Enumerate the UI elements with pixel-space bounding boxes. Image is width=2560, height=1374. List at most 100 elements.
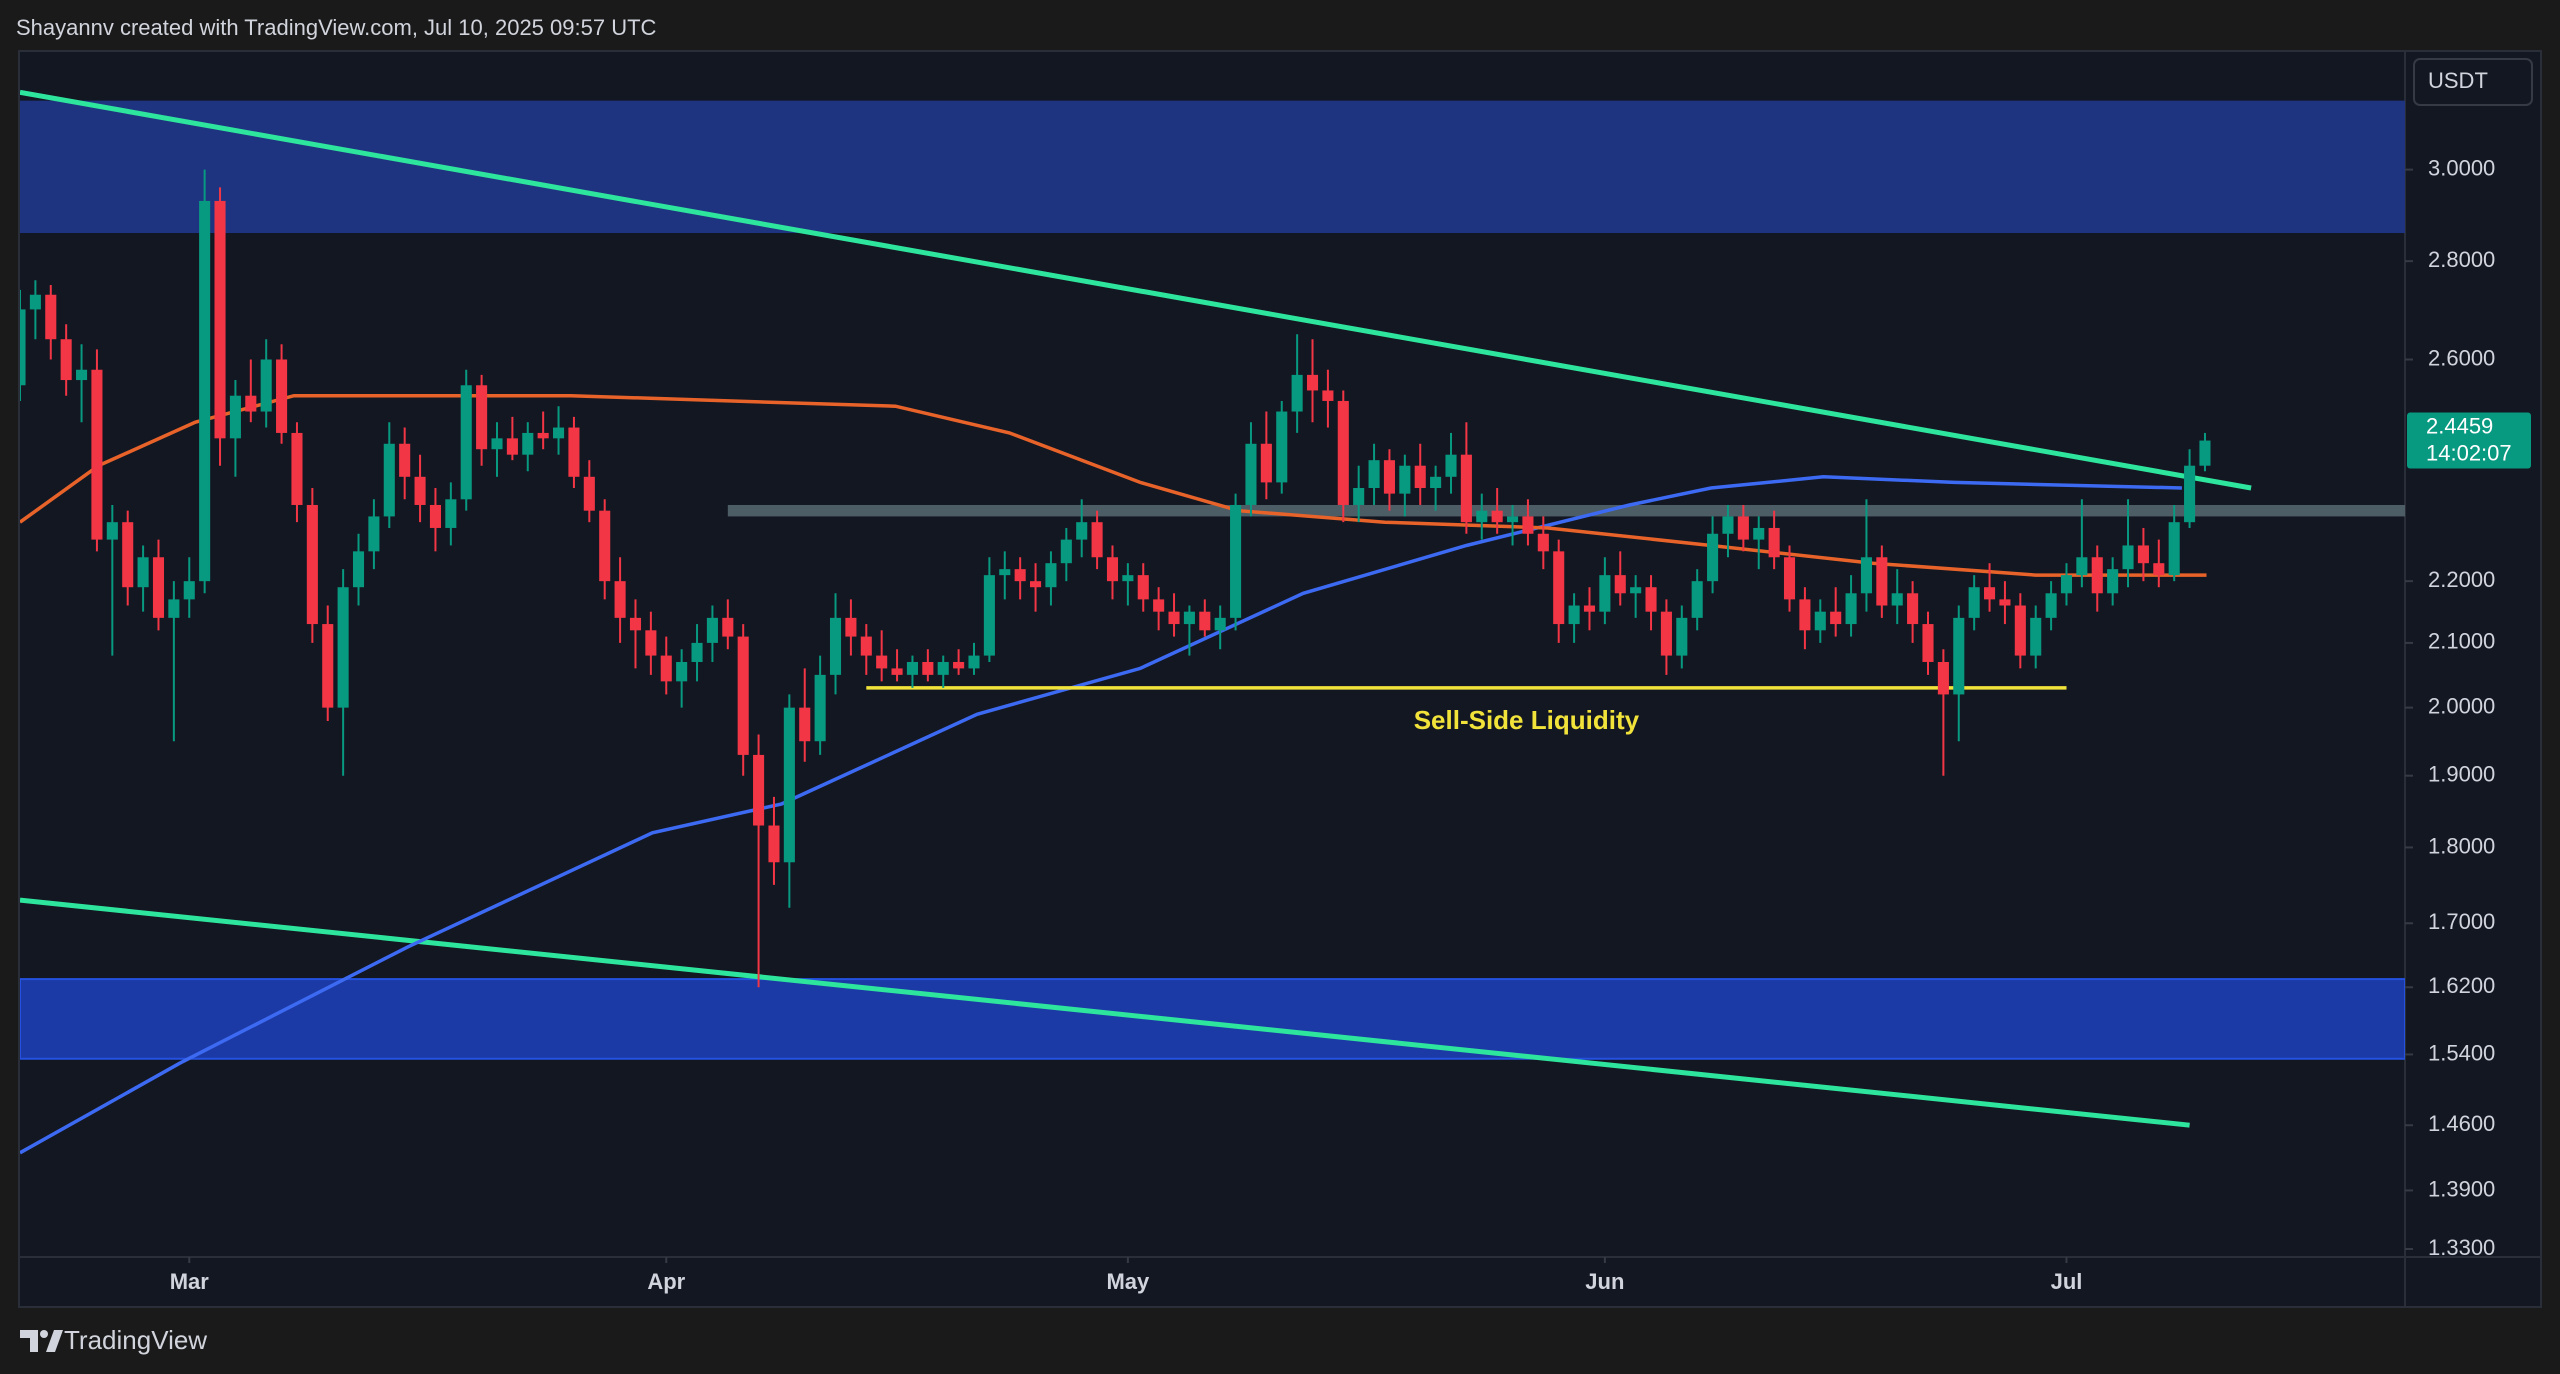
candle-body — [1337, 400, 1349, 505]
y-tick-label: 1.7000 — [2428, 909, 2495, 934]
candle-body — [152, 557, 165, 618]
candle-body — [183, 581, 195, 600]
candle-body — [1353, 488, 1365, 505]
candle-body — [2045, 593, 2057, 618]
candle-body — [1383, 460, 1395, 494]
candle-body — [168, 599, 180, 618]
last-price-label: 2.4459 — [2426, 413, 2493, 438]
x-tick-label: Apr — [647, 1269, 685, 1294]
candle-body — [1922, 624, 1934, 662]
candle-body — [1199, 611, 1211, 631]
candle-body — [199, 200, 211, 582]
y-tick-label: 1.5400 — [2428, 1040, 2495, 1065]
candle-body — [522, 432, 534, 455]
candle-body — [1799, 599, 1811, 631]
zone — [727, 504, 2405, 517]
candle-body — [229, 395, 241, 439]
candle-body — [20, 309, 26, 386]
candle-body — [891, 668, 903, 675]
candle-body — [753, 754, 765, 826]
candle-body — [2091, 557, 2103, 594]
candle-body — [568, 427, 580, 477]
attribution: Shayannv created with TradingView.com, J… — [16, 15, 657, 40]
candle-body — [614, 581, 626, 618]
candle-body — [2122, 545, 2134, 570]
candle-body — [276, 359, 288, 433]
candle-body — [1537, 533, 1549, 552]
candle-body — [1507, 516, 1519, 523]
candle-body — [1368, 460, 1380, 489]
footer-logo — [20, 1330, 63, 1352]
candle-body — [1830, 611, 1842, 625]
candle-body — [368, 516, 380, 552]
candle-body — [2107, 569, 2119, 594]
candle-body — [1291, 374, 1303, 412]
candle-body — [1106, 557, 1119, 582]
candle-body — [922, 661, 934, 675]
candle-body — [445, 499, 457, 528]
candle-body — [1676, 617, 1688, 656]
candle-body — [2060, 575, 2073, 594]
last-price-box — [2407, 412, 2531, 469]
candle-body — [860, 636, 872, 656]
candle-body — [2153, 563, 2165, 576]
candle-body — [953, 661, 965, 669]
candle-body — [2168, 522, 2180, 576]
candle-body — [1522, 516, 1534, 534]
candle-body — [1060, 539, 1072, 564]
candle-body — [937, 661, 949, 675]
zone — [20, 978, 2405, 1060]
candle-body — [1660, 611, 1672, 656]
candle-body — [1276, 411, 1288, 483]
candle-body — [1414, 465, 1426, 489]
candle-body — [783, 707, 795, 863]
candle-body — [845, 617, 857, 637]
candle-body — [1168, 611, 1180, 625]
line — [20, 475, 2182, 1155]
chart-frame — [18, 50, 2542, 1308]
currency-label[interactable]: USDT — [2428, 68, 2488, 93]
candle-body — [553, 427, 565, 439]
candle-body — [2137, 545, 2149, 564]
candle-body — [60, 339, 72, 381]
candle-body — [1907, 593, 1919, 625]
candle-body — [1630, 587, 1642, 594]
candle-body — [460, 385, 472, 500]
candle-body — [1984, 587, 1996, 600]
candle-body — [45, 294, 57, 340]
candle-body — [1030, 581, 1042, 588]
candle-body — [91, 369, 103, 540]
candle-body — [1306, 374, 1319, 391]
candle-body — [352, 551, 365, 588]
candle-body — [106, 522, 118, 540]
y-tick-label: 2.0000 — [2428, 693, 2495, 718]
candle-body — [583, 476, 595, 511]
candle-body — [968, 655, 980, 669]
countdown-label: 14:02:07 — [2426, 440, 2512, 465]
candle-body — [476, 385, 488, 450]
candle-body — [29, 294, 41, 310]
candle-body — [491, 438, 503, 450]
candle-body — [722, 617, 734, 637]
candle-body — [1399, 465, 1411, 494]
candle-body — [691, 642, 703, 662]
y-tick-label: 1.3300 — [2428, 1235, 2495, 1260]
candle-body — [537, 432, 549, 439]
candle-body — [1614, 575, 1626, 594]
candle-body — [1183, 611, 1195, 625]
candle-body — [1476, 510, 1488, 523]
candle-body — [1860, 557, 1872, 594]
candle-body — [1076, 522, 1088, 540]
currency-button[interactable] — [2413, 58, 2533, 106]
x-tick-label: May — [1106, 1269, 1150, 1294]
footer-brand: TradingView — [64, 1325, 207, 1355]
candle-body — [2184, 465, 2196, 523]
candle-body — [399, 443, 411, 477]
candle-body — [1568, 605, 1580, 625]
candle-body — [1153, 599, 1165, 612]
x-tick-label: Jun — [1585, 1269, 1624, 1294]
candle-body — [291, 432, 303, 505]
candle-body — [876, 655, 888, 669]
plot-area: Sell-Side Liquidity — [20, 89, 2405, 1155]
